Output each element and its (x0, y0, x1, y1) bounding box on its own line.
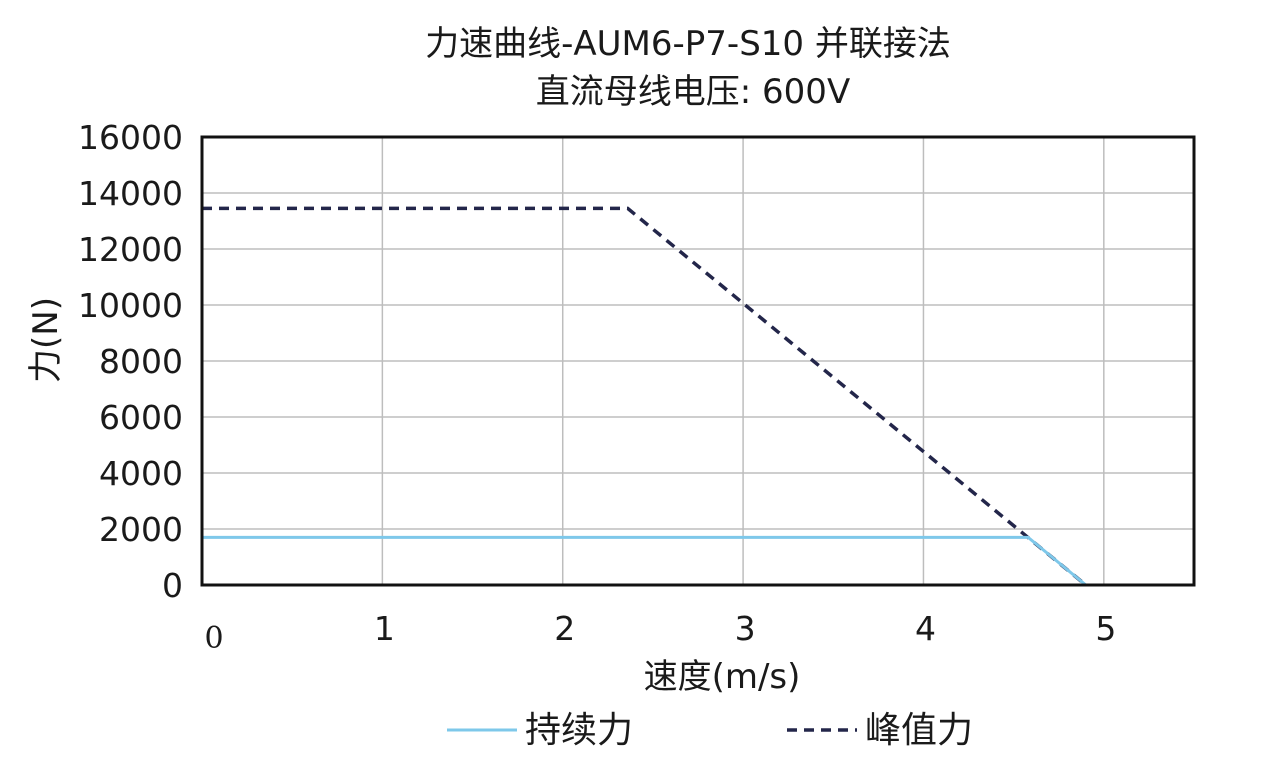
y-tick-label: 12000 (78, 230, 183, 269)
y-tick-label: 14000 (78, 174, 183, 213)
series-group (202, 206, 1087, 587)
y-tick-label: 8000 (99, 342, 183, 381)
y-tick-label: 4000 (99, 454, 183, 493)
chart-subtitle: 直流母线电压: 600V (536, 72, 850, 112)
legend-label-peak: 峰值力 (865, 710, 973, 751)
y-tick-label: 16000 (78, 118, 183, 157)
x-tick-label: 4 (915, 609, 936, 648)
legend-label-continuous: 持续力 (525, 710, 633, 751)
x-tick-label: 0 (204, 621, 223, 656)
plot-frame (200, 135, 1196, 587)
x-tick-label: 1 (374, 609, 395, 648)
peak-force-line (202, 206, 1087, 587)
x-tick-label: 3 (735, 609, 756, 648)
x-axis-label: 速度(m/s) (644, 657, 801, 697)
y-tick-label: 0 (162, 566, 183, 605)
continuous-force-line (202, 535, 1087, 587)
chart-title: 力速曲线-AUM6-P7-S10 并联接法 (425, 24, 951, 64)
grid (201, 136, 1194, 586)
y-axis-ticks: 0 2000 4000 6000 8000 10000 12000 14000 16000 (78, 118, 183, 605)
y-tick-label: 2000 (99, 510, 183, 549)
x-tick-label: 5 (1095, 609, 1116, 648)
legend: 持续力 峰值力 (447, 710, 973, 751)
y-axis-label: 力(N) (26, 297, 66, 383)
y-tick-label: 6000 (99, 398, 183, 437)
x-axis-ticks: 0 1 2 3 4 5 (204, 609, 1116, 656)
x-tick-label: 2 (554, 609, 575, 648)
y-tick-label: 10000 (78, 286, 183, 325)
